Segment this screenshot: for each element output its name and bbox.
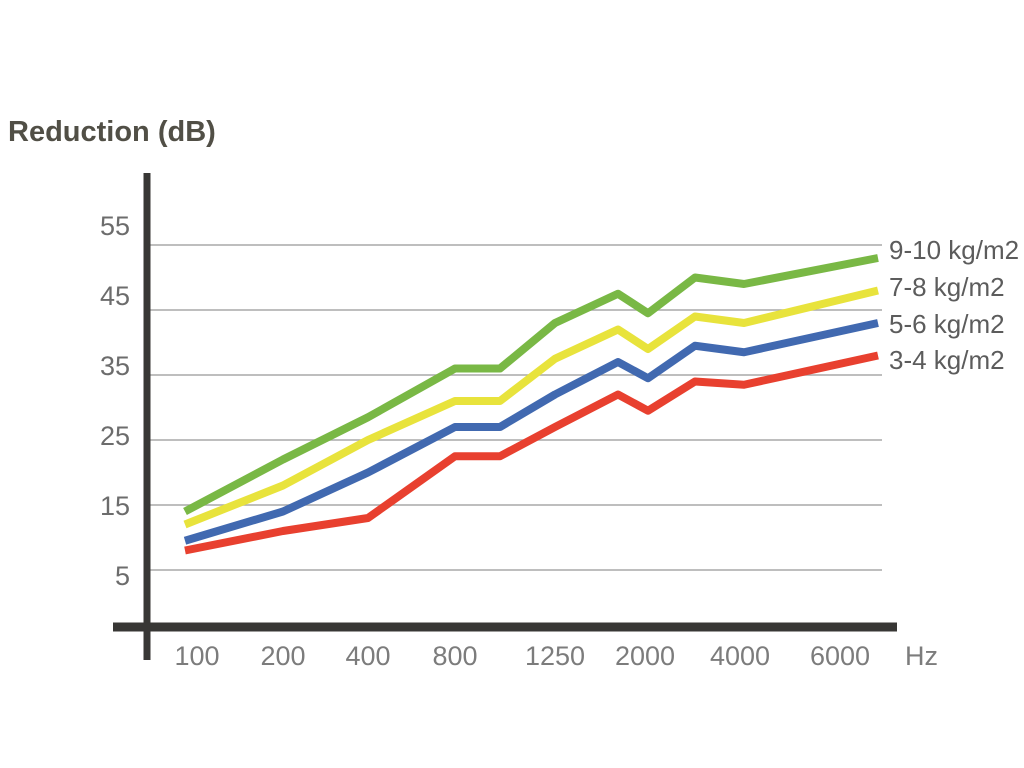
x-tick-100: 100	[174, 641, 220, 671]
x-tick-200: 200	[260, 641, 306, 671]
x-tick-4000: 4000	[709, 641, 771, 671]
x-tick-400: 400	[345, 641, 391, 671]
series-line-9-10-kg-m2	[183, 254, 879, 516]
legend-label-3-4-kg-m2: 3-4 kg/m2	[889, 345, 1005, 375]
x-axis-unit-label: Hz	[905, 641, 938, 671]
y-tick-25: 25	[99, 421, 130, 451]
chart-title: Reduction (dB)	[8, 116, 216, 148]
series-line-3-4-kg-m2	[184, 351, 879, 555]
legend-label-7-8-kg-m2: 7-8 kg/m2	[889, 272, 1005, 302]
y-tick-45: 45	[99, 281, 130, 311]
x-tick-6000: 6000	[809, 641, 871, 671]
legend-label-9-10-kg-m2: 9-10 kg/m2	[889, 235, 1020, 265]
y-tick-5: 5	[114, 561, 130, 591]
legend-label-5-6-kg-m2: 5-6 kg/m2	[889, 309, 1005, 339]
x-tick-800: 800	[432, 641, 478, 671]
series-line-5-6-kg-m2	[183, 319, 879, 545]
y-tick-35: 35	[99, 351, 130, 381]
y-tick-55: 55	[99, 211, 130, 241]
y-tick-15: 15	[99, 491, 130, 521]
gridlines	[150, 244, 882, 571]
x-tick-1250: 1250	[524, 641, 586, 671]
series-line-7-8-kg-m2	[183, 286, 879, 529]
x-tick-2000: 2000	[614, 641, 676, 671]
